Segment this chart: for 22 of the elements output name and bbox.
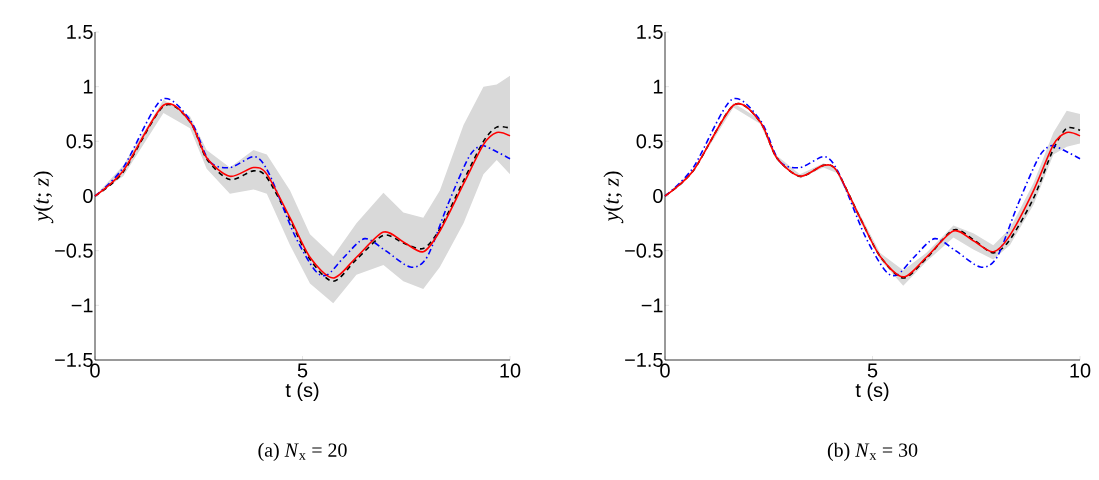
y-tick-label: 1 [83,79,93,94]
y-tick-label: 0.5 [636,134,663,149]
y-tick-label: 1.5 [637,25,663,39]
x-tick-label: 10 [1070,363,1091,378]
y-tick-label: 0 [83,188,93,204]
y-axis-title: y(t; z) [603,171,624,224]
y-tick-label: 0 [653,188,663,204]
y-tick-label: 1 [653,79,663,94]
x-tick-label: 10 [500,363,521,378]
x-tick-label: 5 [867,363,878,378]
y-axis-title: y(t; z) [33,171,54,224]
y-tick-label: −1 [641,298,663,313]
x-tick-label: 5 [297,363,308,378]
y-tick-label: −0.5 [55,243,93,258]
y-tick-label: 0.5 [66,134,93,149]
text: (a) N$_{x}$ = 20 [258,442,347,461]
y-tick-label: 1.5 [67,25,93,39]
x-axis-title: t (s) [855,382,889,402]
y-tick-label: −1 [71,298,93,313]
text: (b) N$_{x}$ = 30 [827,442,918,461]
y-tick-label: −0.5 [625,243,663,258]
x-axis-title: t (s) [285,382,319,402]
